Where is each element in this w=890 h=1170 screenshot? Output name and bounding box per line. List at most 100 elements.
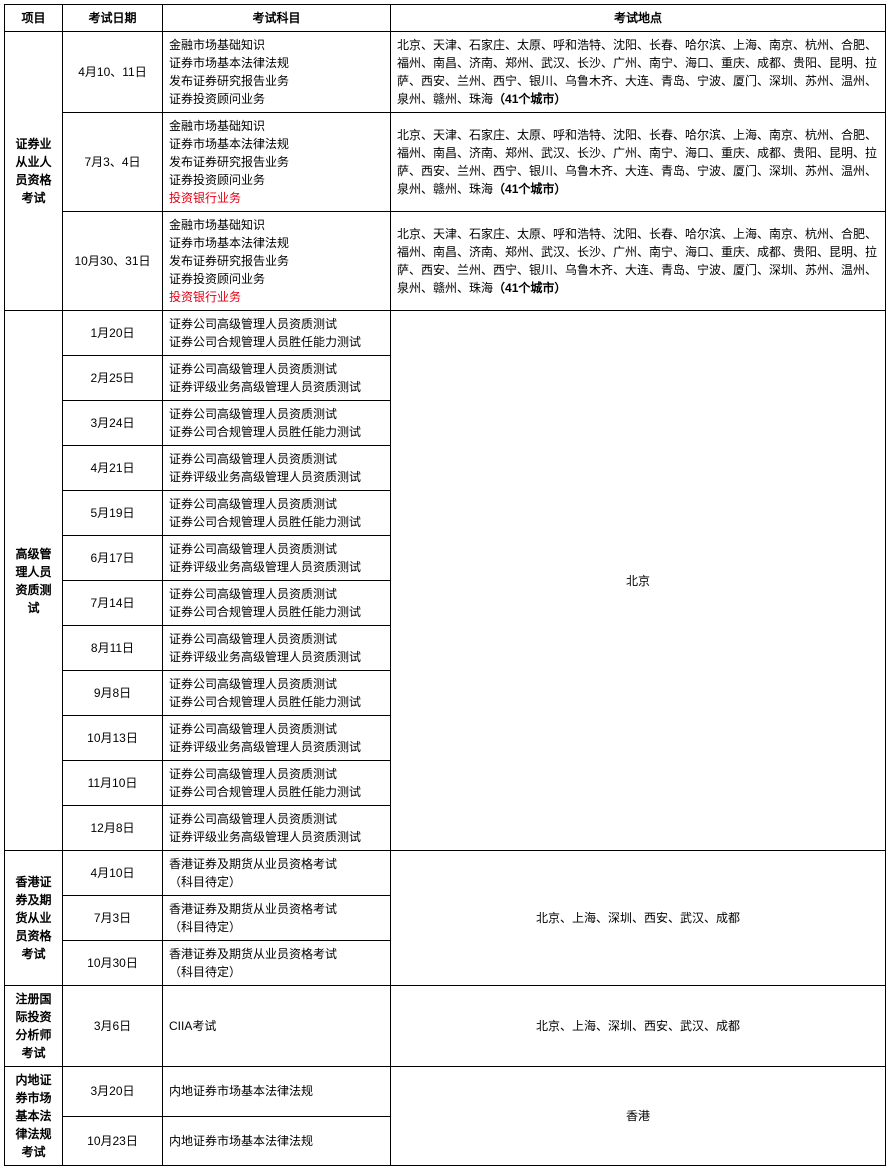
subject-line: （科目待定） [169,873,384,891]
subject-line: 内地证券市场基本法律法规 [169,1132,384,1150]
subject-line: 证券公司高级管理人员资质测试 [169,405,384,423]
subject-line: 证券公司高级管理人员资质测试 [169,675,384,693]
header-project: 项目 [5,5,63,32]
subject-cell: 香港证券及期货从业员资格考试（科目待定） [163,896,391,941]
header-location: 考试地点 [391,5,886,32]
subject-cell: 金融市场基础知识证券市场基本法律法规发布证券研究报告业务证券投资顾问业务投资银行… [163,212,391,311]
subject-cell: 内地证券市场基本法律法规 [163,1067,391,1117]
location-cell: 北京、上海、深圳、西安、武汉、成都 [391,851,886,986]
subject-line: 证券公司高级管理人员资质测试 [169,450,384,468]
subject-line: 发布证券研究报告业务 [169,252,384,270]
subject-cell: 证券公司高级管理人员资质测试证券评级业务高级管理人员资质测试 [163,536,391,581]
date-cell: 5月19日 [63,491,163,536]
subject-line: 发布证券研究报告业务 [169,153,384,171]
subject-line: 证券公司高级管理人员资质测试 [169,585,384,603]
date-cell: 3月6日 [63,986,163,1067]
subject-line: 证券评级业务高级管理人员资质测试 [169,558,384,576]
date-cell: 7月3日 [63,896,163,941]
date-cell: 10月23日 [63,1116,163,1166]
subject-cell: 证券公司高级管理人员资质测试证券公司合规管理人员胜任能力测试 [163,671,391,716]
subject-cell: 证券公司高级管理人员资质测试证券公司合规管理人员胜任能力测试 [163,401,391,446]
subject-cell: 证券公司高级管理人员资质测试证券评级业务高级管理人员资质测试 [163,716,391,761]
subject-cell: 内地证券市场基本法律法规 [163,1116,391,1166]
subject-line: （科目待定） [169,918,384,936]
project-cell: 内地证券市场基本法律法规考试 [5,1067,63,1166]
header-date: 考试日期 [63,5,163,32]
subject-cell: 香港证券及期货从业员资格考试（科目待定） [163,851,391,896]
subject-line: 证券公司合规管理人员胜任能力测试 [169,693,384,711]
date-cell: 3月20日 [63,1067,163,1117]
subject-line: CIIA考试 [169,1017,384,1035]
subject-line: 证券公司高级管理人员资质测试 [169,630,384,648]
header-subject: 考试科目 [163,5,391,32]
subject-line: 证券评级业务高级管理人员资质测试 [169,468,384,486]
table-row: 证券业从业人员资格考试4月10、11日金融市场基础知识证券市场基本法律法规发布证… [5,32,886,113]
subject-line: 证券市场基本法律法规 [169,54,384,72]
table-row: 内地证券市场基本法律法规考试3月20日内地证券市场基本法律法规香港 [5,1067,886,1117]
subject-line: 证券投资顾问业务 [169,270,384,288]
subject-cell: 证券公司高级管理人员资质测试证券公司合规管理人员胜任能力测试 [163,311,391,356]
subject-line: 香港证券及期货从业员资格考试 [169,945,384,963]
subject-line: 证券评级业务高级管理人员资质测试 [169,378,384,396]
subject-cell: 证券公司高级管理人员资质测试证券评级业务高级管理人员资质测试 [163,806,391,851]
subject-cell: 金融市场基础知识证券市场基本法律法规发布证券研究报告业务证券投资顾问业务 [163,32,391,113]
subject-cell: 香港证券及期货从业员资格考试（科目待定） [163,941,391,986]
subject-line: 证券公司合规管理人员胜任能力测试 [169,333,384,351]
subject-line: 投资银行业务 [169,189,384,207]
subject-line: 内地证券市场基本法律法规 [169,1082,384,1100]
date-cell: 3月24日 [63,401,163,446]
table-header-row: 项目 考试日期 考试科目 考试地点 [5,5,886,32]
table-row: 香港证券及期货从业员资格考试4月10日香港证券及期货从业员资格考试（科目待定）北… [5,851,886,896]
location-cell: 北京、天津、石家庄、太原、呼和浩特、沈阳、长春、哈尔滨、上海、南京、杭州、合肥、… [391,113,886,212]
subject-line: 香港证券及期货从业员资格考试 [169,900,384,918]
project-cell: 证券业从业人员资格考试 [5,32,63,311]
subject-line: 证券公司合规管理人员胜任能力测试 [169,423,384,441]
subject-line: 金融市场基础知识 [169,216,384,234]
subject-line: 证券公司高级管理人员资质测试 [169,315,384,333]
date-cell: 7月3、4日 [63,113,163,212]
location-count: （41个城市） [493,281,566,295]
subject-cell: 证券公司高级管理人员资质测试证券公司合规管理人员胜任能力测试 [163,491,391,536]
subject-line: 发布证券研究报告业务 [169,72,384,90]
subject-line: 证券公司合规管理人员胜任能力测试 [169,513,384,531]
date-cell: 11月10日 [63,761,163,806]
project-cell: 香港证券及期货从业员资格考试 [5,851,63,986]
subject-line: 证券公司高级管理人员资质测试 [169,360,384,378]
date-cell: 4月10、11日 [63,32,163,113]
subject-line: 证券市场基本法律法规 [169,234,384,252]
date-cell: 6月17日 [63,536,163,581]
date-cell: 10月30、31日 [63,212,163,311]
location-cell: 北京、天津、石家庄、太原、呼和浩特、沈阳、长春、哈尔滨、上海、南京、杭州、合肥、… [391,212,886,311]
subject-line: 证券评级业务高级管理人员资质测试 [169,648,384,666]
subject-line: 证券公司高级管理人员资质测试 [169,720,384,738]
location-cell: 北京、上海、深圳、西安、武汉、成都 [391,986,886,1067]
subject-line: 香港证券及期货从业员资格考试 [169,855,384,873]
subject-line: 证券评级业务高级管理人员资质测试 [169,738,384,756]
subject-cell: 金融市场基础知识证券市场基本法律法规发布证券研究报告业务证券投资顾问业务投资银行… [163,113,391,212]
table-row: 7月3、4日金融市场基础知识证券市场基本法律法规发布证券研究报告业务证券投资顾问… [5,113,886,212]
location-cell: 香港 [391,1067,886,1166]
subject-cell: 证券公司高级管理人员资质测试证券评级业务高级管理人员资质测试 [163,626,391,671]
project-cell: 注册国际投资分析师考试 [5,986,63,1067]
date-cell: 10月30日 [63,941,163,986]
project-cell: 高级管理人员资质测试 [5,311,63,851]
subject-cell: 证券公司高级管理人员资质测试证券评级业务高级管理人员资质测试 [163,356,391,401]
table-row: 注册国际投资分析师考试3月6日 CIIA考试北京、上海、深圳、西安、武汉、成都 [5,986,886,1067]
subject-line: 证券公司合规管理人员胜任能力测试 [169,603,384,621]
subject-line: 证券公司高级管理人员资质测试 [169,540,384,558]
date-cell: 7月14日 [63,581,163,626]
exam-schedule-table: 项目 考试日期 考试科目 考试地点 证券业从业人员资格考试4月10、11日金融市… [4,4,886,1166]
location-cell: 北京、天津、石家庄、太原、呼和浩特、沈阳、长春、哈尔滨、上海、南京、杭州、合肥、… [391,32,886,113]
subject-line: 金融市场基础知识 [169,117,384,135]
subject-line: 金融市场基础知识 [169,36,384,54]
subject-line: （科目待定） [169,963,384,981]
subject-cell: 证券公司高级管理人员资质测试证券公司合规管理人员胜任能力测试 [163,761,391,806]
date-cell: 9月8日 [63,671,163,716]
date-cell: 12月8日 [63,806,163,851]
subject-line: 证券公司高级管理人员资质测试 [169,810,384,828]
location-count: （41个城市） [493,182,566,196]
subject-line: 证券投资顾问业务 [169,171,384,189]
location-cell: 北京 [391,311,886,851]
table-row: 10月30、31日金融市场基础知识证券市场基本法律法规发布证券研究报告业务证券投… [5,212,886,311]
table-row: 高级管理人员资质测试1月20日证券公司高级管理人员资质测试证券公司合规管理人员胜… [5,311,886,356]
